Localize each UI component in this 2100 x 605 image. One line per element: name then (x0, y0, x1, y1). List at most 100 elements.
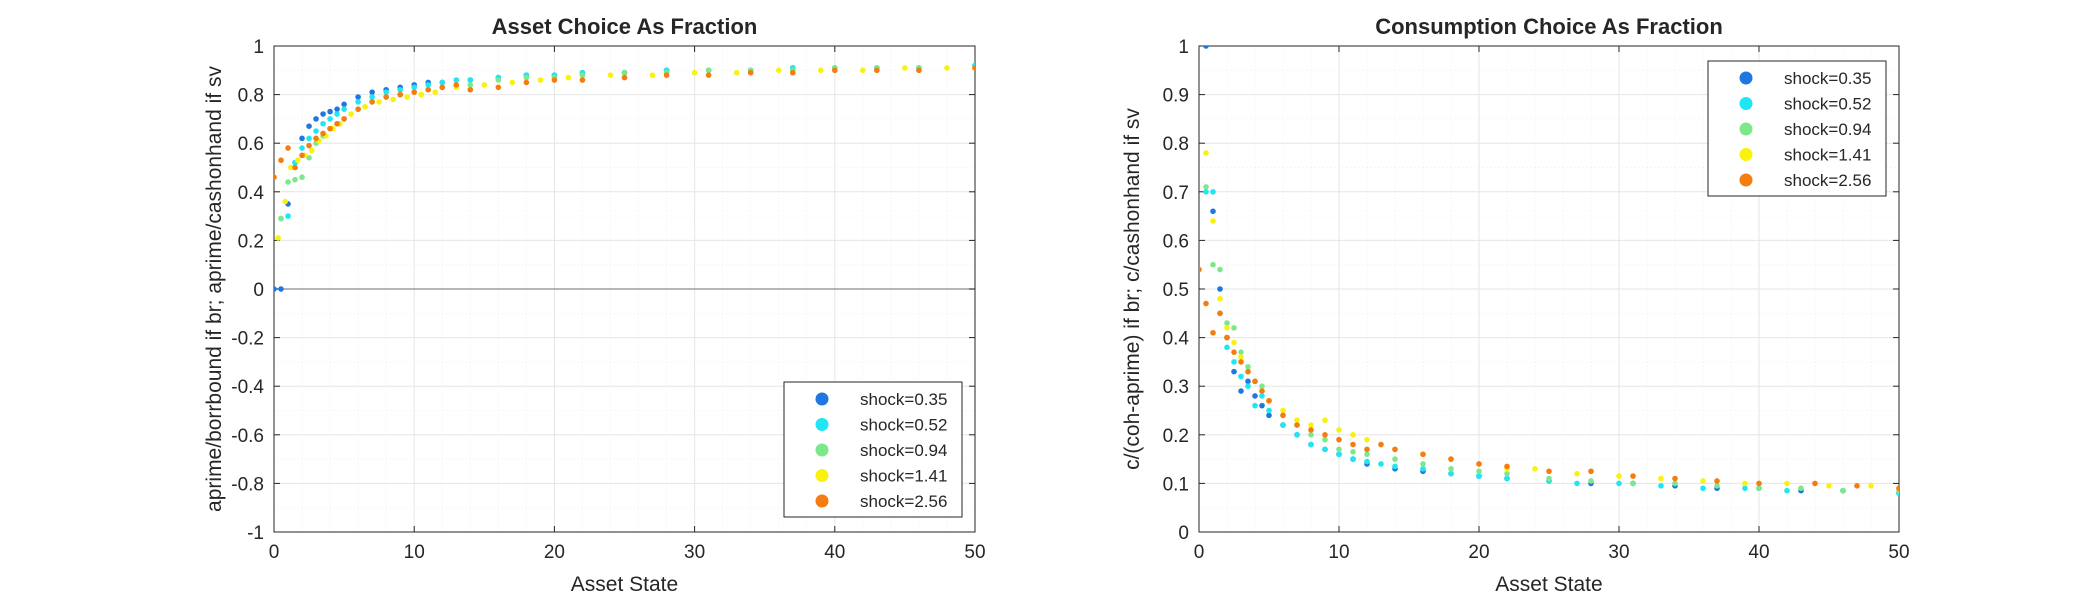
data-point (1378, 461, 1384, 467)
data-point (306, 123, 312, 129)
y-tick-label: 0 (1178, 523, 1189, 544)
data-point (1574, 470, 1580, 477)
data-point (1199, 266, 1202, 273)
data-point (1392, 463, 1398, 470)
x-tick-label: 20 (1468, 542, 1489, 563)
data-point (292, 164, 298, 171)
data-point (348, 111, 354, 117)
chart-title: Consumption Choice As Fraction (1375, 14, 1723, 39)
data-point (327, 116, 333, 122)
data-point (1392, 456, 1398, 462)
data-point (327, 108, 333, 115)
data-point (1392, 446, 1398, 453)
data-point (1203, 300, 1209, 307)
data-point (1238, 349, 1244, 355)
data-point (523, 79, 530, 86)
data-point (425, 86, 432, 93)
data-point (1231, 325, 1237, 331)
x-tick-label: 0 (1194, 542, 1205, 563)
data-point (1259, 388, 1265, 394)
data-point (1504, 470, 1510, 477)
data-point (1322, 446, 1328, 453)
data-point (523, 74, 530, 81)
data-point (1245, 363, 1251, 370)
data-point (1672, 475, 1678, 482)
data-point (1336, 446, 1342, 453)
data-point (551, 77, 558, 83)
y-tick-label: 0 (253, 280, 264, 301)
y-tick-label: 0.4 (1163, 329, 1190, 350)
data-point (467, 86, 474, 93)
data-point (1350, 456, 1356, 462)
data-point (1294, 432, 1300, 438)
data-point (537, 77, 544, 83)
data-point (1546, 475, 1552, 482)
data-point (1224, 325, 1230, 331)
data-point (334, 111, 340, 117)
data-point (1266, 412, 1272, 419)
data-point (1210, 329, 1216, 336)
data-point (1266, 407, 1272, 414)
data-points (1199, 46, 1899, 496)
data-point (1350, 441, 1356, 448)
data-point (1672, 480, 1678, 487)
data-point (1322, 432, 1328, 438)
data-point (1217, 310, 1223, 317)
data-point (832, 67, 838, 74)
data-point (285, 145, 291, 151)
data-point (453, 77, 460, 83)
data-point (439, 79, 446, 86)
data-point (313, 116, 319, 122)
data-point (1259, 402, 1265, 409)
data-point (944, 65, 950, 71)
data-point (1280, 412, 1286, 419)
legend-marker (815, 469, 829, 482)
data-point (1259, 393, 1265, 399)
data-point (1476, 468, 1482, 475)
data-point (1476, 473, 1482, 479)
data-point (1854, 483, 1860, 489)
data-point (607, 72, 614, 78)
legend-label: shock=0.94 (1784, 120, 1871, 139)
data-point (1756, 480, 1762, 487)
data-point (1210, 261, 1216, 268)
data-point (817, 67, 824, 74)
data-point (1308, 432, 1314, 438)
data-point (1896, 485, 1899, 492)
data-point (972, 65, 975, 71)
legend-label: shock=0.52 (1784, 95, 1871, 114)
legend-label: shock=1.41 (860, 467, 947, 486)
data-point (1294, 417, 1300, 424)
y-tick-label: 0.3 (1163, 377, 1189, 398)
data-point (1231, 349, 1237, 355)
x-tick-label: 20 (544, 542, 565, 563)
data-point (1714, 483, 1720, 489)
x-axis-label: Asset State (1495, 573, 1602, 596)
data-point (1238, 373, 1244, 380)
data-points (274, 62, 975, 292)
data-point (292, 176, 298, 183)
data-point (285, 213, 291, 219)
consumption-choice-chart: Consumption Choice As Fraction Asset Sta… (1121, 14, 1910, 596)
data-point (1252, 393, 1258, 399)
data-point (495, 77, 502, 83)
legend-marker (1739, 173, 1753, 187)
x-tick-label: 50 (964, 542, 985, 563)
legend-marker (1739, 148, 1753, 161)
y-tick-label: -0.6 (231, 426, 264, 447)
data-point (1532, 466, 1538, 472)
data-point (411, 89, 418, 95)
data-point (1630, 480, 1636, 487)
data-point (1217, 266, 1223, 273)
data-point (274, 174, 277, 181)
data-point (1210, 189, 1216, 195)
legend-label: shock=2.56 (860, 492, 947, 511)
legend-box (1707, 60, 1887, 197)
data-point (1203, 46, 1209, 49)
data-point (1231, 339, 1237, 346)
data-point (369, 99, 375, 105)
data-point (1322, 436, 1328, 443)
data-point (1238, 388, 1244, 394)
data-point (579, 77, 586, 83)
y-axis-label: c/(coh-aprime) if br; c/cashonhand if sv (1121, 108, 1144, 470)
